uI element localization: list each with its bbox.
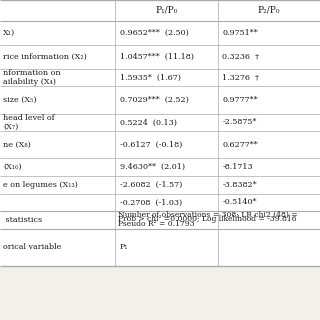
Text: statistics: statistics [3,216,42,224]
Text: head level of: head level of [3,114,55,122]
Text: 0.5224  (0.13): 0.5224 (0.13) [120,118,177,126]
Text: -8.1713: -8.1713 [222,163,253,171]
Text: -2.5875*: -2.5875* [222,118,257,126]
Text: P₂/P₀: P₂/P₀ [258,6,280,15]
Text: -3.8382*: -3.8382* [222,181,257,189]
Text: Prob > chi² =0.0000; Log likelihood = -39.816: Prob > chi² =0.0000; Log likelihood = -3… [118,215,297,223]
Text: rice information (X₂): rice information (X₂) [3,53,87,61]
Text: P₁/P₀: P₁/P₀ [155,6,178,15]
Text: ne (X₈): ne (X₈) [3,141,31,149]
Text: Number of observations = 308; LR chi2 (48) =: Number of observations = 308; LR chi2 (4… [118,210,298,218]
Text: ailability (X₄): ailability (X₄) [3,78,56,86]
Text: 0.9777**: 0.9777** [222,96,258,104]
Text: (X₁₀): (X₁₀) [3,163,22,171]
Text: -0.5140*: -0.5140* [222,198,257,206]
Text: 1.3276  †: 1.3276 † [222,74,260,82]
Text: 9.4630**  (2.01): 9.4630** (2.01) [120,163,185,171]
Text: 0.9751**: 0.9751** [222,29,258,37]
Text: 0.7029***  (2.52): 0.7029*** (2.52) [120,96,189,104]
Text: 1.5935*  (1.67): 1.5935* (1.67) [120,74,181,82]
Text: -2.6082  (-1.57): -2.6082 (-1.57) [120,181,182,189]
Text: Pseudo R² = 0.1793: Pseudo R² = 0.1793 [118,220,195,228]
Text: 0.3236  †: 0.3236 † [222,53,260,61]
Text: size (X₅): size (X₅) [3,96,37,104]
Text: -0.2708  (-1.03): -0.2708 (-1.03) [120,198,182,206]
Text: orical variable: orical variable [3,243,61,251]
Text: 0.6277**: 0.6277** [222,141,258,149]
Text: -0.6127  (-0.18): -0.6127 (-0.18) [120,141,182,149]
Text: 0.9652***  (2.50): 0.9652*** (2.50) [120,29,189,37]
Text: 1.0457***  (11.18): 1.0457*** (11.18) [120,53,194,61]
Text: P₁: P₁ [120,243,129,251]
Text: X₁): X₁) [3,29,15,37]
Text: e on legumes (X₁₃): e on legumes (X₁₃) [3,181,78,189]
Text: nformation on: nformation on [3,69,61,77]
Text: (X₇): (X₇) [3,123,19,131]
Bar [0,0,320,266]
